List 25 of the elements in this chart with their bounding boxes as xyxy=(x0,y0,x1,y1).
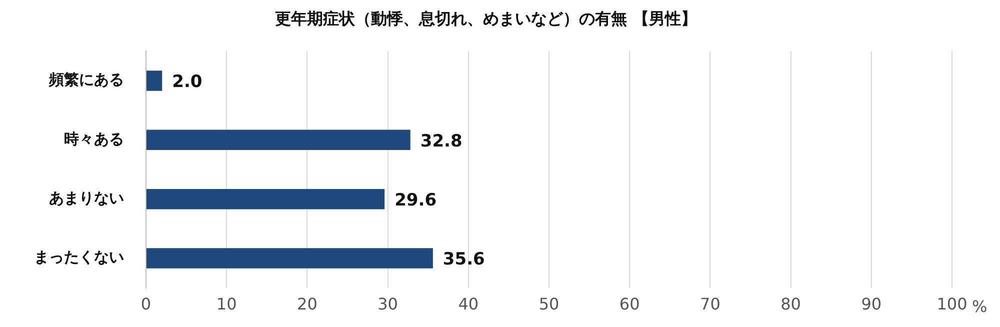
x-tick-label: 80 xyxy=(780,294,801,314)
y-tick-label: まったくない xyxy=(34,248,124,266)
x-tick-label: 60 xyxy=(619,294,640,314)
x-tick-label: 20 xyxy=(297,294,318,314)
y-tick-label: 時々ある xyxy=(64,130,124,148)
x-tick-label: 70 xyxy=(700,294,720,314)
x-tick-label: 50 xyxy=(538,294,560,314)
x-tick-label: 30 xyxy=(378,294,398,314)
y-tick-label: あまりない xyxy=(49,188,124,207)
x-tick-label: 100 xyxy=(936,294,968,314)
bar xyxy=(146,248,433,268)
x-tick-label: 0 xyxy=(140,294,152,314)
chart-title: 更年期症状（動悸、息切れ、めまいなど）の有無 【男性】 xyxy=(275,8,697,28)
bar xyxy=(146,70,162,91)
y-tick-label: 頻繁にある xyxy=(48,70,124,89)
data-label: 35.6 xyxy=(442,250,485,270)
data-label: 32.8 xyxy=(420,131,462,152)
x-axis-title: % xyxy=(972,296,988,316)
bar xyxy=(146,130,410,150)
data-label: 2.0 xyxy=(172,72,202,92)
bar xyxy=(146,188,385,210)
data-label: 29.6 xyxy=(394,190,437,210)
x-tick-label: 10 xyxy=(216,294,237,314)
x-tick-label: 40 xyxy=(458,294,479,314)
x-tick-label: 90 xyxy=(861,294,882,314)
